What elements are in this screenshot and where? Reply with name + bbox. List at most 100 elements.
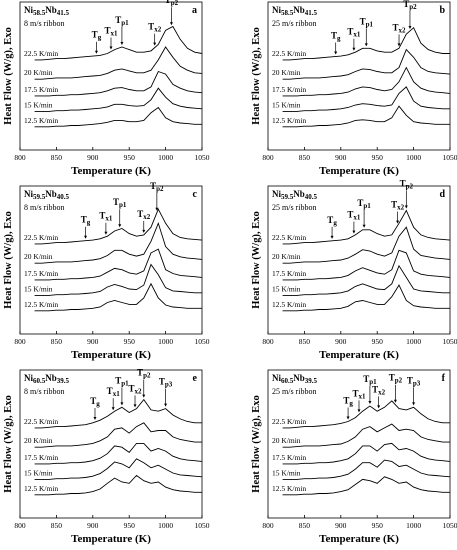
series-label: 22.5 K/min (272, 49, 306, 58)
heat-flow-curve (34, 106, 202, 128)
x-tick-label: 900 (87, 337, 99, 346)
arrow-head (120, 402, 124, 406)
x-tick-label: 800 (14, 521, 26, 530)
x-tick-label: 950 (372, 337, 384, 346)
arrow-head (330, 235, 334, 239)
annotation-label: Tx1 (352, 388, 366, 400)
heat-flow-curve (34, 221, 203, 264)
x-tick-label: 1000 (406, 337, 421, 346)
series-label: 20 K/min (272, 252, 301, 261)
annotation-label: Tp1 (113, 197, 127, 209)
arrow-head (142, 394, 146, 398)
series-label: 12.5 K/min (24, 300, 58, 309)
arrow-head (133, 404, 137, 408)
heat-flow-curve (34, 87, 203, 112)
y-axis-label: Heat Flow (W/g), Exo (3, 395, 14, 492)
arrow-head (362, 224, 366, 228)
series-label: 15 K/min (24, 284, 53, 293)
heat-flow-curve (34, 458, 203, 480)
heat-flow-curve (282, 66, 451, 97)
x-tick-label: 950 (124, 521, 136, 530)
annotation-label: Tx1 (347, 27, 361, 39)
x-axis-label: Temperature (K) (71, 165, 151, 177)
x-tick-label: 1000 (158, 153, 173, 162)
plot-frame (19, 185, 203, 335)
arrow-head (104, 231, 108, 235)
x-tick-label: 800 (262, 337, 274, 346)
heat-flow-curve (34, 248, 203, 281)
series-label: 22.5 K/min (24, 49, 58, 58)
heat-flow-curve (34, 474, 202, 496)
arrow-head (120, 42, 124, 46)
heat-flow-curve (34, 422, 202, 448)
arrow-head (368, 401, 372, 405)
panel-letter: e (193, 373, 198, 384)
heat-flow-curve (34, 70, 203, 97)
panel-title: Ni60.5Nb39.5 (24, 373, 70, 385)
series-label: 12.5 K/min (272, 300, 306, 309)
x-tick-label: 950 (372, 521, 384, 530)
annotation-label: Tx2 (372, 384, 386, 396)
series-label: 15 K/min (272, 284, 301, 293)
panel-subtitle: 8 m/s ribbon (24, 203, 64, 212)
annotation-label: Tx2 (129, 383, 143, 395)
arrow-head (352, 230, 356, 234)
x-tick-label: 850 (299, 521, 311, 530)
heat-flow-curve (282, 26, 450, 61)
series-label: 20 K/min (272, 68, 301, 77)
arrow-head (94, 50, 98, 54)
panel-letter: c (193, 189, 198, 200)
annotation-label: Tp1 (357, 198, 371, 210)
arrow-head (93, 416, 97, 420)
y-axis-label: Heat Flow (W/g), Exo (3, 211, 14, 308)
series-label: 12.5 K/min (24, 484, 58, 493)
heat-flow-curve (34, 282, 202, 312)
annotation-label: Tp2 (403, 0, 417, 11)
arrow-head (118, 224, 122, 228)
series-label: 15 K/min (272, 468, 301, 477)
panel-subtitle: 8 m/s ribbon (24, 19, 64, 28)
arrow-head (346, 416, 350, 420)
series-label: 20 K/min (24, 252, 53, 261)
series-label: 12.5 K/min (272, 484, 306, 493)
heat-flow-curve (34, 442, 203, 465)
x-tick-label: 850 (51, 153, 63, 162)
x-tick-label: 800 (262, 521, 274, 530)
arrow-head (393, 399, 397, 403)
series-label: 22.5 K/min (24, 417, 58, 426)
x-tick-label: 900 (87, 153, 99, 162)
series-label: 17.5 K/min (272, 453, 306, 462)
plot-frame (19, 1, 203, 151)
series-label: 12.5 K/min (24, 116, 58, 125)
x-tick-label: 850 (299, 153, 311, 162)
arrow-head (111, 407, 115, 411)
x-tick-label: 1000 (406, 521, 421, 530)
panel-letter: f (442, 373, 446, 384)
x-tick-label: 1050 (443, 521, 457, 530)
x-tick-label: 800 (14, 153, 26, 162)
panel-subtitle: 8 m/s ribbon (24, 387, 64, 396)
arrow-head (84, 235, 88, 239)
x-tick-label: 950 (372, 153, 384, 162)
annotation-label: Tx2 (391, 200, 405, 212)
series-label: 12.5 K/min (272, 116, 306, 125)
series-label: 20 K/min (24, 436, 53, 445)
plot-frame (19, 369, 203, 519)
x-tick-label: 950 (124, 153, 136, 162)
annotation-label: Tg (331, 31, 341, 43)
annotation-label: Tg (327, 215, 337, 227)
annotation-label: Tp3 (407, 375, 421, 387)
panel-letter: d (439, 189, 445, 200)
heat-flow-curve (282, 226, 451, 264)
annotation-label: Tp2 (400, 178, 414, 190)
heat-flow-curve (282, 48, 451, 80)
arrow-head (364, 43, 368, 47)
arrow-head (397, 43, 401, 47)
heat-flow-curve (282, 284, 450, 312)
heat-flow-curve (34, 46, 203, 80)
panel-subtitle: 25 m/s ribbon (272, 19, 316, 28)
annotation-label: Tx2 (148, 22, 162, 34)
annotation-label: Tp1 (115, 15, 129, 27)
x-tick-label: 900 (335, 521, 347, 530)
